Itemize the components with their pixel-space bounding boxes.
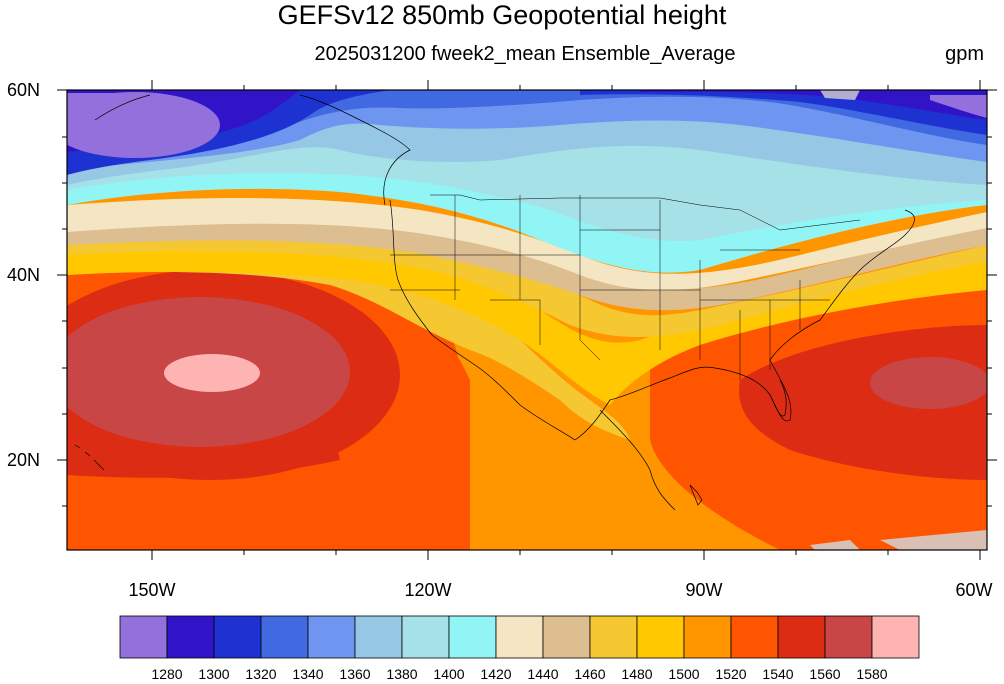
colorbar-swatch xyxy=(589,615,638,659)
lat-label-20n: 20N xyxy=(6,450,40,470)
lat-label-60n: 60N xyxy=(6,80,40,100)
colorbar-level-label: 1280 xyxy=(151,666,183,682)
colorbar-swatch xyxy=(448,615,497,659)
colorbar-level-label: 1320 xyxy=(245,666,277,682)
colorbar-swatch xyxy=(260,615,309,659)
colorbar-level-label: 1520 xyxy=(715,666,747,682)
colorbar-swatch xyxy=(871,615,920,659)
colorbar-swatch xyxy=(495,615,544,659)
lat-label-40n: 40N xyxy=(6,265,40,285)
colorbar-swatch xyxy=(213,615,262,659)
colorbar-level-label: 1340 xyxy=(292,666,324,682)
coastline xyxy=(74,94,915,511)
colorbar-level-label: 1440 xyxy=(527,666,559,682)
colorbar-level-label: 1460 xyxy=(574,666,606,682)
colorbar-level-label: 1480 xyxy=(621,666,653,682)
colorbar-level-label: 1300 xyxy=(198,666,230,682)
colorbar-level-label: 1400 xyxy=(433,666,465,682)
colorbar-swatch xyxy=(683,615,732,659)
units-label: gpm xyxy=(945,43,984,65)
colorbar-swatch xyxy=(401,615,450,659)
colorbar-level-label: 1380 xyxy=(386,666,418,682)
lon-label-120w: 120W xyxy=(404,580,452,600)
colorbar-swatch xyxy=(354,615,403,659)
colorbar-swatch xyxy=(307,615,356,659)
colorbar-swatch xyxy=(730,615,779,659)
colorbar-swatch xyxy=(824,615,873,659)
colorbar-swatch xyxy=(542,615,591,659)
state-borders xyxy=(390,194,861,380)
axis-ticks xyxy=(57,80,997,560)
colorbar-swatch xyxy=(166,615,215,659)
lon-label-150w: 150W xyxy=(128,580,176,600)
lon-label-90w: 90W xyxy=(685,580,723,600)
colorbar-level-label: 1500 xyxy=(668,666,700,682)
colorbar-swatch xyxy=(777,615,826,659)
colorbar-level-label: 1540 xyxy=(762,666,794,682)
lon-label-60w: 60W xyxy=(955,580,993,600)
colorbar-swatch xyxy=(119,615,168,659)
plot-frame xyxy=(66,89,988,551)
contour-fill xyxy=(67,90,987,550)
chart-title: GEFSv12 850mb Geopotential height xyxy=(277,0,727,30)
colorbar-level-label: 1560 xyxy=(809,666,841,682)
colorbar-swatch xyxy=(636,615,685,659)
colorbar-level-label: 1580 xyxy=(856,666,888,682)
colorbar-level-label: 1420 xyxy=(480,666,512,682)
chart-subtitle: 2025031200 fweek2_mean Ensemble_Average xyxy=(314,43,736,65)
colorbar-level-label: 1360 xyxy=(339,666,371,682)
